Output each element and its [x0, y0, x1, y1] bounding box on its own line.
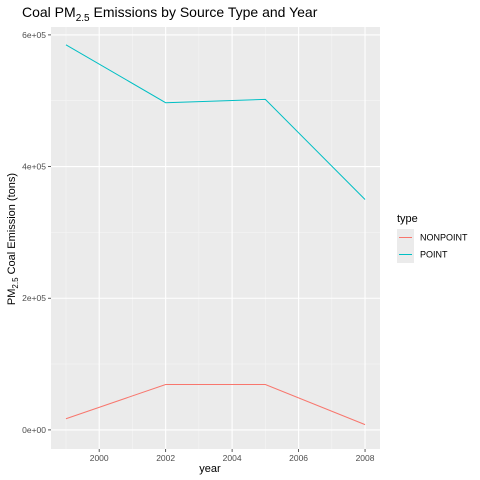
plot-panel — [51, 27, 380, 449]
chart-title: Coal PM2.5 Emissions by Source Type and … — [22, 4, 318, 24]
y-tick-label: 2e+05 — [22, 293, 46, 303]
y-tick-label: 6e+05 — [22, 30, 46, 40]
y-axis-title-suffix: Coal Emission (tons) — [6, 173, 18, 278]
legend-item-nonpoint: NONPOINT — [397, 229, 468, 246]
y-axis-title: PM2.5 Coal Emission (tons) — [6, 173, 20, 305]
legend-title: type — [397, 213, 418, 225]
legend: type NONPOINT POINT — [397, 213, 468, 263]
legend-label: POINT — [420, 250, 448, 260]
series-line-point — [65, 44, 366, 200]
x-tick-label: 2004 — [223, 453, 242, 463]
panel-background — [51, 27, 380, 449]
legend-items: NONPOINT POINT — [397, 229, 468, 263]
x-tick-label: 2002 — [156, 453, 175, 463]
axis-ticks: 2000 2002 2004 2006 2008 0e+00 2e+05 4e+05 6e+05 — [22, 30, 375, 463]
x-tick-label: 2008 — [356, 453, 375, 463]
legend-label: NONPOINT — [420, 233, 468, 243]
grid-lines — [51, 27, 380, 449]
series-lines — [65, 44, 366, 426]
series-line-nonpoint — [65, 383, 366, 426]
y-tick-label: 4e+05 — [22, 162, 46, 172]
chart-title-prefix: Coal PM — [22, 4, 76, 20]
x-tick-label: 2006 — [289, 453, 308, 463]
y-tick-label: 0e+00 — [22, 425, 46, 435]
x-axis-title: year — [199, 463, 221, 475]
chart-title-subscript: 2.5 — [76, 13, 90, 24]
legend-item-point: POINT — [397, 246, 448, 263]
x-tick-label: 2000 — [90, 453, 109, 463]
chart-title-suffix: Emissions by Source Type and Year — [90, 4, 318, 20]
y-axis-title-subscript: 2.5 — [11, 277, 20, 289]
y-axis-title-prefix: PM — [6, 289, 18, 306]
